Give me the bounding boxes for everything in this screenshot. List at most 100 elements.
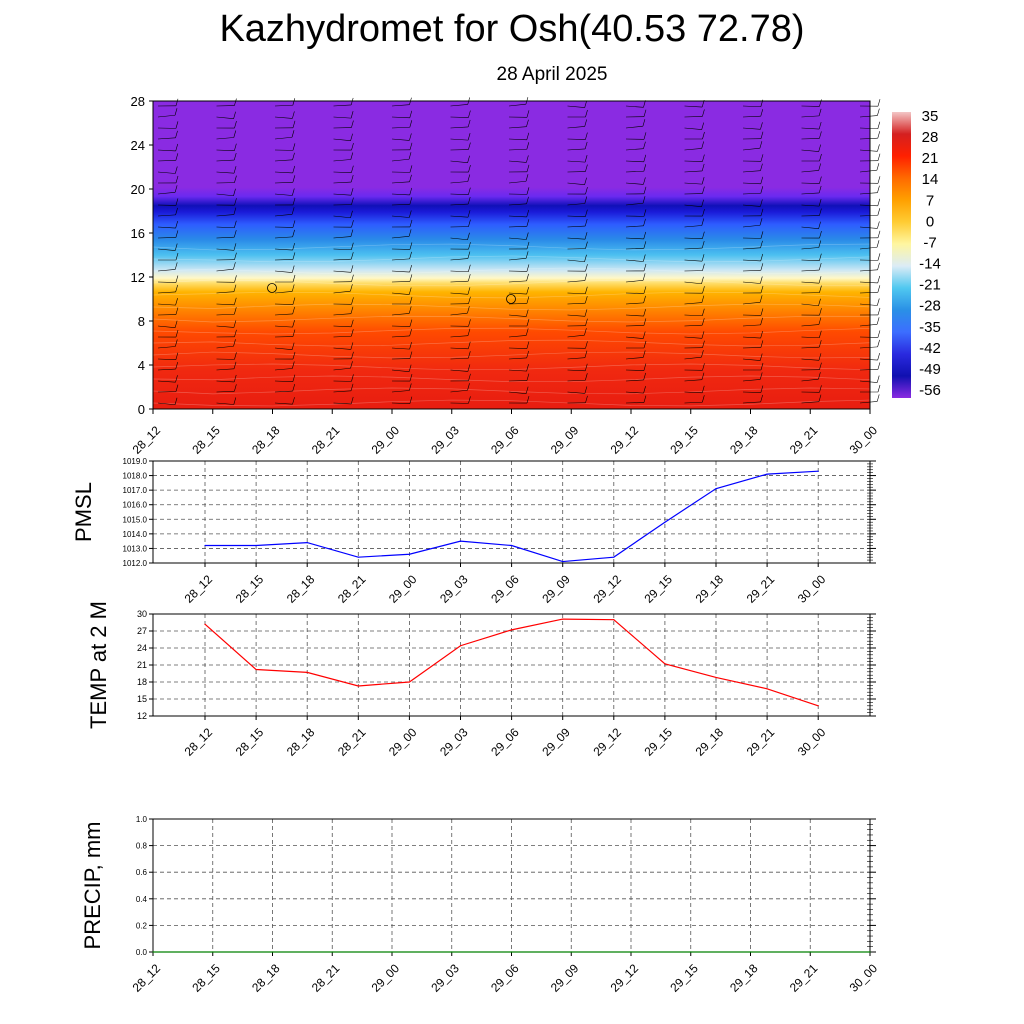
wind-barb <box>625 369 644 371</box>
wind-barb <box>801 170 819 173</box>
wind-barb <box>625 125 643 129</box>
wind-barb-flag <box>760 362 764 371</box>
wind-barb-flag <box>292 397 295 405</box>
wind-barb <box>391 335 410 338</box>
wind-barb-flag <box>702 340 705 348</box>
wind-barb-flag <box>526 264 530 272</box>
wind-barb-flag <box>818 163 822 171</box>
wind-barb <box>391 104 410 107</box>
wind-barb <box>391 347 410 350</box>
wind-barb-flag <box>408 152 412 160</box>
wind-barb <box>274 171 293 174</box>
wind-barb <box>625 105 644 108</box>
wind-barb <box>391 390 410 393</box>
wind-barb <box>450 181 468 184</box>
colorbar-label: -14 <box>919 256 941 273</box>
wind-barb-flag <box>409 274 413 282</box>
wind-barb <box>157 114 176 118</box>
wind-barb <box>450 347 469 350</box>
wind-barb-flag <box>350 210 353 218</box>
x-tick-label: 28_18 <box>284 572 318 606</box>
wind-barb-flag <box>233 130 237 138</box>
wind-barb-flag <box>702 395 705 403</box>
wind-barb-flag <box>818 317 822 325</box>
wind-barb-flag <box>877 131 881 139</box>
wind-barb-flag <box>877 262 880 270</box>
wind-barb-flag <box>643 231 647 240</box>
wind-barb <box>450 280 469 283</box>
wind-barb <box>333 171 352 173</box>
data-point <box>255 668 257 671</box>
x-tick-label: 29_06 <box>488 572 522 606</box>
y-tick-label: 1018.0 <box>123 472 148 481</box>
wind-barb-flag <box>877 362 881 370</box>
wind-barb-flag <box>877 176 881 184</box>
wind-barb-flag <box>409 110 413 118</box>
wind-barb <box>333 138 351 141</box>
wind-barb <box>801 204 820 207</box>
wind-barb <box>450 138 469 141</box>
wind-barb-flag <box>350 284 353 292</box>
wind-barb-flag <box>877 298 880 306</box>
wind-barb-flag <box>233 188 236 196</box>
wind-barb <box>216 149 235 151</box>
x-tick-label: 29_12 <box>590 725 624 759</box>
wind-barb-flag <box>818 108 822 116</box>
wind-barb <box>625 379 644 382</box>
wind-barb-flag <box>175 252 179 261</box>
wind-barb-flag <box>643 295 646 303</box>
wind-barb-flag <box>408 229 412 237</box>
data-point <box>391 951 393 953</box>
wind-barb <box>391 270 410 273</box>
wind-barb <box>859 346 878 349</box>
wind-barb-flag <box>819 176 822 184</box>
wind-barb <box>742 105 761 108</box>
wind-barb <box>157 237 176 239</box>
wind-barb-flag <box>233 230 237 238</box>
wind-barb <box>684 160 703 162</box>
wind-barb <box>508 258 527 261</box>
wind-barb-flag <box>350 229 354 237</box>
wind-barb-flag <box>702 231 705 239</box>
x-tick-label: 29_18 <box>693 572 727 606</box>
data-point <box>690 951 692 953</box>
wind-barb-flag <box>468 296 471 304</box>
x-tick-label: 29_18 <box>693 725 727 759</box>
x-tick-label: 29_12 <box>608 423 642 457</box>
x-tick-label: 29_09 <box>548 961 582 995</box>
wind-barb <box>157 303 176 306</box>
data-point <box>152 951 154 953</box>
x-tick-label: 29_00 <box>369 423 403 457</box>
wind-barb-flag <box>468 373 471 381</box>
wind-barb <box>450 292 468 295</box>
wind-barb <box>333 290 351 294</box>
wind-barb <box>274 248 293 251</box>
wind-barb-flag <box>760 240 763 248</box>
wind-barb <box>801 303 819 307</box>
colorbar-label: -56 <box>919 382 941 399</box>
x-tick-label: 28_21 <box>335 572 369 606</box>
wind-barb <box>274 390 293 393</box>
wind-barb <box>450 312 468 316</box>
wind-barb <box>216 291 234 294</box>
wind-barb <box>859 226 878 229</box>
wind-barb <box>567 357 585 360</box>
wind-barb <box>274 347 293 350</box>
colorbar-label: -21 <box>919 277 941 294</box>
wind-barb <box>157 325 176 328</box>
y-axis-label: PRECIP, mm <box>80 822 105 950</box>
wind-barb-flag <box>409 383 412 391</box>
wind-barb <box>157 226 176 229</box>
wind-barb <box>625 170 644 173</box>
wind-barb <box>859 369 878 371</box>
wind-barb <box>801 346 820 349</box>
wind-barb <box>742 391 761 393</box>
wind-barb-flag <box>175 275 179 283</box>
wind-barb <box>567 105 585 108</box>
wind-barb-flag <box>351 143 354 151</box>
y-tick-label: 15 <box>137 694 147 704</box>
wind-barb <box>684 379 702 382</box>
wind-barb-flag <box>233 166 237 174</box>
wind-barb <box>508 138 527 141</box>
wind-barb-flag <box>584 232 588 240</box>
